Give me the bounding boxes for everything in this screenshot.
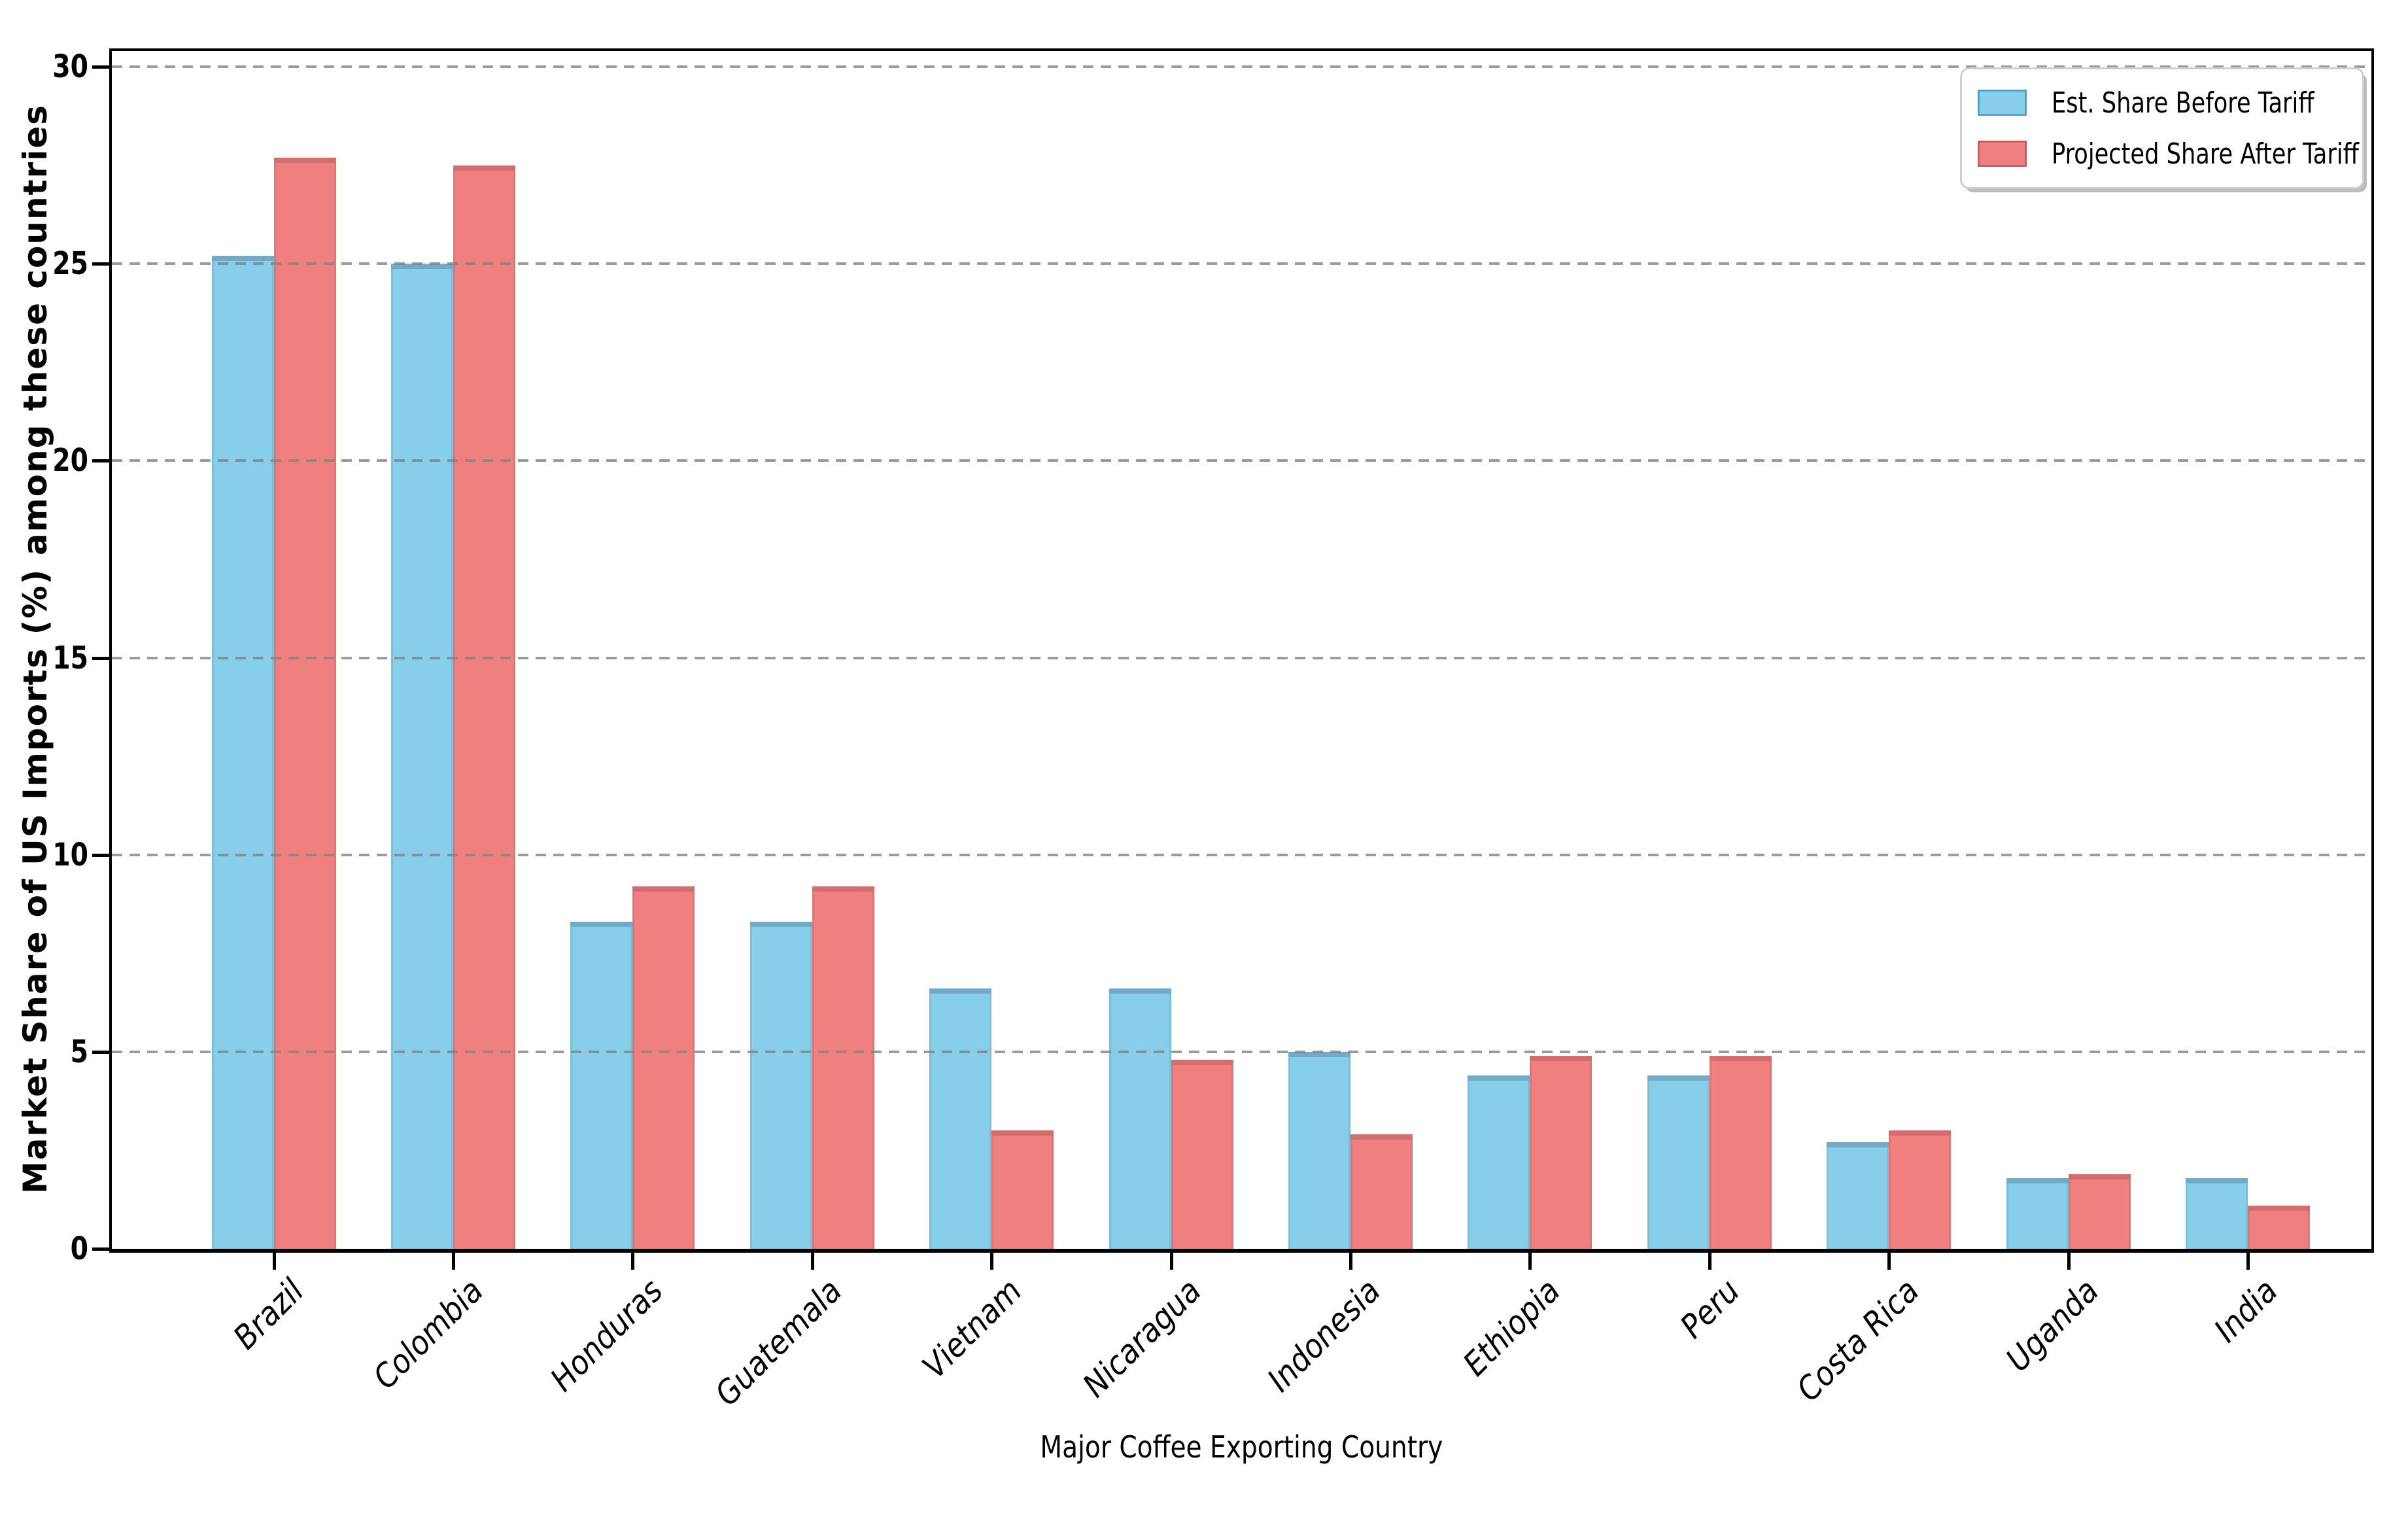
x-axis-title-wrap: Major Coffee Exporting Country bbox=[109, 1429, 2374, 1465]
x-tickmark-nicaragua bbox=[1169, 1253, 1173, 1270]
legend-label-after: Projected Share After Tariff bbox=[2052, 137, 2359, 171]
bar-after-costa-rica bbox=[1889, 1130, 1952, 1249]
y-tickmark-25 bbox=[92, 262, 109, 266]
y-ticklabel-20: 20 bbox=[52, 442, 88, 480]
y-ticklabel-5: 5 bbox=[70, 1033, 88, 1070]
y-tickmark-0 bbox=[92, 1247, 109, 1251]
bar-before-vietnam bbox=[929, 988, 992, 1249]
gridline-y20 bbox=[112, 459, 2371, 462]
plot-area: Est. Share Before Tariff Projected Share … bbox=[109, 48, 2374, 1253]
gridline-y10 bbox=[112, 853, 2371, 856]
y-ticklabel-15: 15 bbox=[52, 639, 88, 676]
x-tickmark-india bbox=[2246, 1253, 2250, 1270]
bar-after-peru bbox=[1709, 1055, 1772, 1249]
legend: Est. Share Before Tariff Projected Share … bbox=[1960, 67, 2364, 189]
y-axis-title: Market Share of US Imports (%) among the… bbox=[16, 104, 54, 1194]
bar-after-nicaragua bbox=[1171, 1059, 1233, 1249]
bar-before-costa-rica bbox=[1827, 1142, 1889, 1249]
y-tickmark-20 bbox=[92, 459, 109, 463]
x-ticklabel-guatemala: Guatemala bbox=[708, 1272, 850, 1414]
gridline-y30 bbox=[112, 65, 2371, 69]
x-ticklabel-peru: Peru bbox=[1672, 1272, 1747, 1346]
bar-after-brazil bbox=[273, 157, 336, 1249]
y-ticklabel-30: 30 bbox=[52, 48, 88, 86]
gridline-y25 bbox=[112, 262, 2371, 266]
x-tickmark-indonesia bbox=[1349, 1253, 1352, 1270]
x-tickmark-uganda bbox=[2067, 1253, 2071, 1270]
x-tickmark-colombia bbox=[452, 1253, 455, 1270]
gridline-y5 bbox=[112, 1050, 2371, 1053]
legend-row-before: Est. Share Before Tariff bbox=[1978, 82, 2347, 123]
bar-after-vietnam bbox=[991, 1130, 1054, 1249]
x-ticklabel-costa-rica: Costa Rica bbox=[1789, 1272, 1927, 1409]
x-ticklabel-ethiopia: Ethiopia bbox=[1455, 1272, 1568, 1384]
bar-before-colombia bbox=[391, 264, 453, 1249]
x-ticklabel-india: India bbox=[2207, 1272, 2286, 1350]
x-tickmark-brazil bbox=[272, 1253, 276, 1270]
x-ticklabel-colombia: Colombia bbox=[366, 1272, 491, 1397]
bar-after-india bbox=[2248, 1205, 2310, 1249]
y-tickmark-30 bbox=[92, 65, 109, 69]
x-tickmark-peru bbox=[1708, 1253, 1711, 1270]
legend-label-before: Est. Share Before Tariff bbox=[2052, 86, 2314, 120]
bar-before-brazil bbox=[211, 256, 274, 1249]
x-tickmark-ethiopia bbox=[1528, 1253, 1532, 1270]
bar-before-peru bbox=[1647, 1075, 1710, 1249]
y-tickmark-10 bbox=[92, 853, 109, 857]
bar-before-honduras bbox=[570, 922, 633, 1249]
y-ticklabel-25: 25 bbox=[52, 245, 88, 283]
x-axis-title: Major Coffee Exporting Country bbox=[1040, 1429, 1443, 1465]
legend-row-after: Projected Share After Tariff bbox=[1978, 133, 2359, 174]
bar-before-guatemala bbox=[749, 922, 812, 1249]
bar-after-honduras bbox=[632, 886, 695, 1249]
y-ticklabel-10: 10 bbox=[52, 836, 88, 873]
x-tickmark-vietnam bbox=[990, 1253, 994, 1270]
bar-after-colombia bbox=[453, 165, 515, 1249]
gridline-y15 bbox=[112, 656, 2371, 659]
y-tickmark-5 bbox=[92, 1050, 109, 1054]
bar-after-ethiopia bbox=[1530, 1055, 1592, 1249]
bar-before-indonesia bbox=[1288, 1051, 1350, 1249]
bar-before-nicaragua bbox=[1109, 988, 1171, 1249]
bar-after-indonesia bbox=[1350, 1134, 1413, 1249]
legend-swatch-before-tariff bbox=[1978, 90, 2027, 116]
bar-before-india bbox=[2186, 1177, 2248, 1249]
x-ticklabel-uganda: Uganda bbox=[1998, 1272, 2106, 1379]
x-tickmark-honduras bbox=[631, 1253, 635, 1270]
bar-after-uganda bbox=[2068, 1174, 2131, 1249]
bar-after-guatemala bbox=[812, 886, 874, 1249]
x-ticklabel-vietnam: Vietnam bbox=[914, 1272, 1029, 1386]
x-ticklabel-indonesia: Indonesia bbox=[1260, 1272, 1388, 1399]
legend-swatch-after-tariff bbox=[1978, 141, 2027, 167]
x-tickmark-guatemala bbox=[810, 1253, 814, 1270]
x-ticklabel-brazil: Brazil bbox=[226, 1272, 311, 1357]
x-tickmark-costa-rica bbox=[1887, 1253, 1891, 1270]
bar-before-uganda bbox=[2006, 1177, 2069, 1249]
x-ticklabel-nicaragua: Nicaragua bbox=[1075, 1272, 1209, 1405]
x-ticklabel-honduras: Honduras bbox=[543, 1272, 670, 1399]
y-ticklabel-0: 0 bbox=[70, 1230, 88, 1267]
y-tickmark-15 bbox=[92, 656, 109, 660]
bar-before-ethiopia bbox=[1468, 1075, 1530, 1249]
